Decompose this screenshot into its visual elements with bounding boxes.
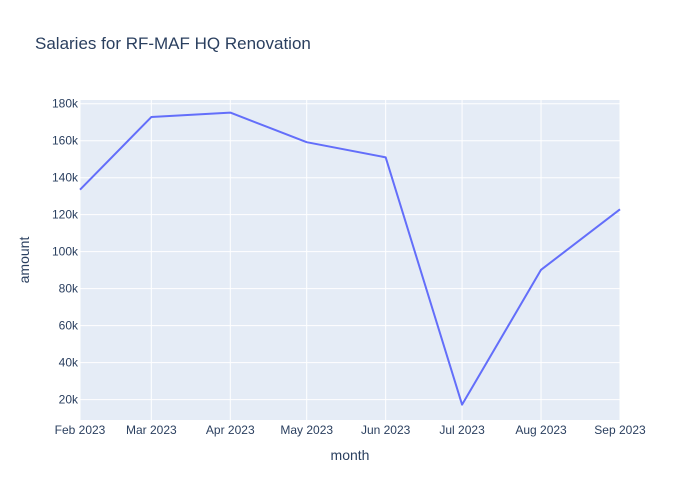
- y-tick-label: 40k: [59, 356, 79, 370]
- x-tick-label: Jul 2023: [439, 423, 485, 437]
- y-tick-label: 60k: [59, 319, 79, 333]
- x-axis-title: month: [330, 447, 370, 463]
- chart-title: Salaries for RF-MAF HQ Renovation: [35, 34, 311, 53]
- y-axis-title: amount: [16, 236, 32, 284]
- y-tick-label: 180k: [52, 97, 79, 111]
- y-tick-label: 20k: [59, 393, 79, 407]
- series-line: [79, 111, 621, 406]
- plot-background: [80, 100, 620, 420]
- x-tick-label: May 2023: [280, 423, 333, 437]
- x-tick-label: Mar 2023: [126, 423, 177, 437]
- x-tick-label: Apr 2023: [206, 423, 255, 437]
- x-tick-label: Feb 2023: [55, 423, 106, 437]
- x-tick-label: Sep 2023: [594, 423, 646, 437]
- y-tick-label: 100k: [52, 245, 79, 259]
- y-tick-label: 160k: [52, 134, 79, 148]
- y-tick-label: 140k: [52, 171, 79, 185]
- x-tick-label: Jun 2023: [361, 423, 411, 437]
- y-tick-label: 120k: [52, 208, 79, 222]
- y-tick-label: 80k: [59, 282, 79, 296]
- x-tick-label: Aug 2023: [515, 423, 567, 437]
